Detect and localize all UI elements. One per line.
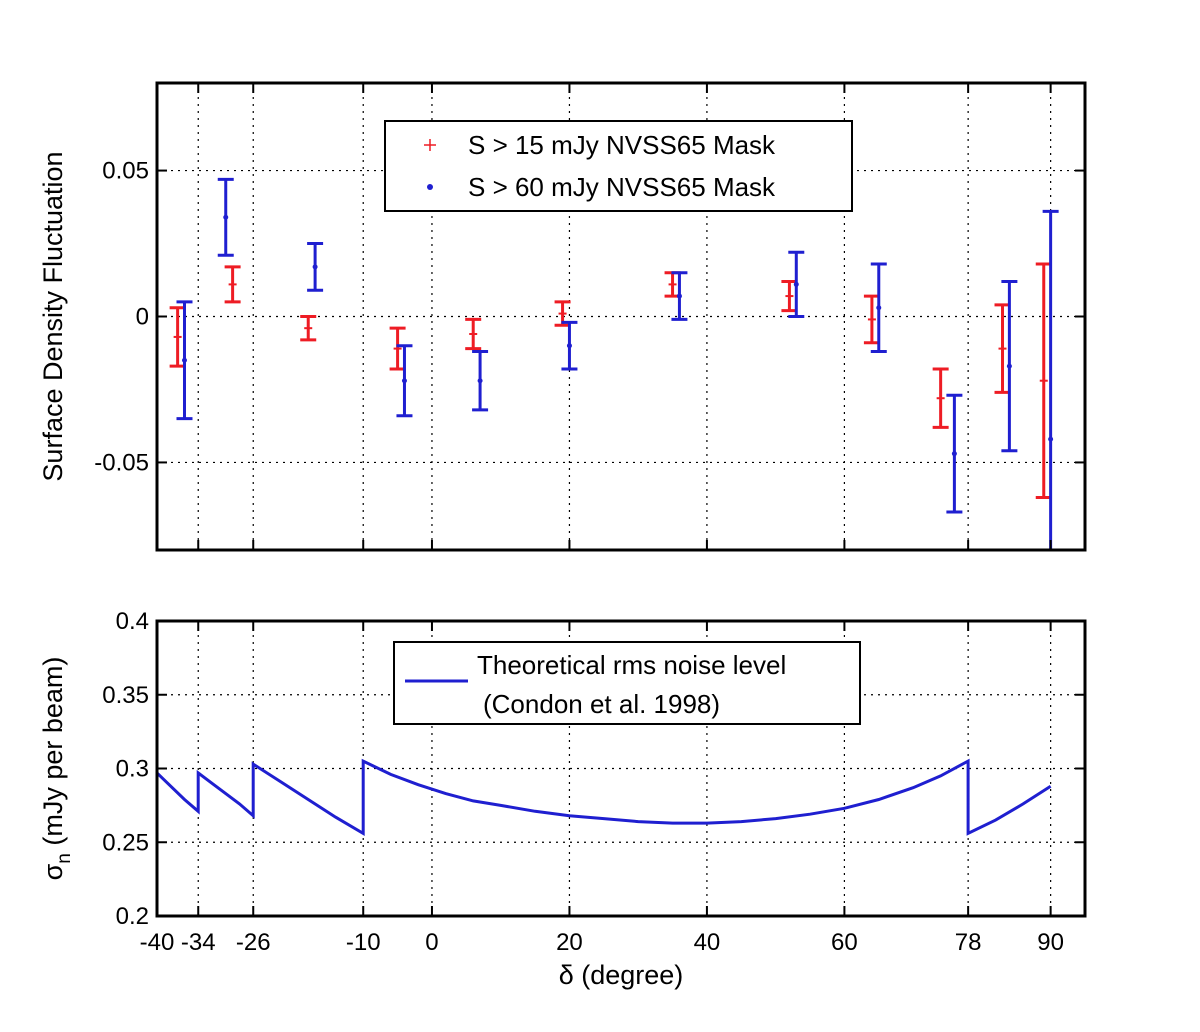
bottom-x-tick-label: 0 — [425, 929, 438, 956]
error-bar-point — [169, 306, 186, 368]
data-point — [401, 378, 407, 384]
error-bar-point — [300, 315, 317, 342]
top-panel: -0.05 0 0.05 Surface Density Fluctuation S… — [38, 81, 1087, 552]
error-bar-point — [472, 350, 489, 412]
error-bar-point — [671, 271, 688, 321]
bottom-x-tick-label: 60 — [831, 929, 858, 956]
error-bar-point — [217, 177, 234, 257]
legend-label: (Condon et al. 1998) — [483, 689, 720, 719]
error-bar-point — [307, 242, 324, 292]
legend-label: Theoretical rms noise level — [477, 650, 786, 680]
bottom-x-tick-label: 20 — [556, 929, 583, 956]
data-point — [181, 357, 187, 363]
top-y-tick-label: -0.05 — [94, 449, 149, 476]
bottom-y-tick-label: 0.4 — [116, 608, 149, 635]
series-blue — [176, 177, 1059, 550]
error-bar-point — [396, 344, 413, 418]
bottom-y-tick-label: 0.35 — [102, 682, 149, 709]
legend-label: S > 60 mJy NVSS65 Mask — [468, 172, 776, 202]
error-bar-point — [389, 326, 406, 371]
data-point — [1048, 436, 1054, 442]
bottom-line — [155, 758, 1052, 837]
data-point — [793, 281, 799, 287]
rms-noise-line — [155, 758, 1052, 837]
data-point — [951, 451, 957, 457]
bottom-x-tick-label: -10 — [346, 929, 381, 956]
data-point — [876, 305, 882, 311]
error-bar-point — [176, 300, 193, 421]
data-point — [1006, 363, 1012, 369]
error-bar-point — [561, 320, 578, 371]
bottom-x-tick-label: 78 — [955, 929, 982, 956]
error-bar-point — [863, 294, 880, 345]
error-bar-point — [994, 303, 1011, 394]
top-errorbars — [169, 177, 1059, 550]
bottom-y-tick-label: 0.3 — [116, 756, 149, 783]
bottom-panel: -40 -34 -26 -10 0 20 40 60 78 90 0.2 0.25 0.3 0.35 0.4… — [38, 608, 1087, 990]
bottom-legend-box — [393, 641, 861, 725]
bottom-ticks: -40 -34 -26 -10 0 20 40 60 78 90 0.2 0.25 0.3 0.35 0.4 — [102, 608, 1085, 956]
error-bar-point — [1042, 209, 1059, 550]
error-bar-point — [224, 265, 241, 304]
error-bar-point — [1001, 279, 1018, 453]
bottom-x-axis-label: δ (degree) — [559, 960, 684, 990]
error-bar-point — [932, 367, 949, 429]
error-bar-point — [781, 279, 798, 313]
legend-entry: S > 15 mJy NVSS65 Mask — [424, 130, 776, 160]
bottom-legend: Theoretical rms noise level (Condon et al… — [393, 641, 861, 725]
data-point — [477, 378, 483, 384]
top-y-tick-label: 0.05 — [102, 158, 149, 185]
top-legend-box — [384, 120, 853, 212]
error-bar-point — [1035, 262, 1052, 499]
data-point — [566, 343, 572, 349]
bottom-x-tick-label: -26 — [236, 929, 271, 956]
error-bar-point — [788, 250, 805, 318]
top-legend: S > 15 mJy NVSS65 Mask S > 60 mJy NVSS65 … — [384, 120, 853, 212]
data-point — [223, 214, 229, 220]
data-point — [676, 293, 682, 299]
series-red — [169, 262, 1052, 499]
bottom-y-axis-label: σn (mJy per beam) — [38, 657, 75, 881]
error-bar-point — [465, 317, 482, 351]
top-ticks: -0.05 0 0.05 — [94, 83, 1085, 550]
bottom-x-tick-label: 40 — [694, 929, 721, 956]
legend-label: S > 15 mJy NVSS65 Mask — [468, 130, 776, 160]
top-y-tick-label: 0 — [136, 304, 149, 331]
data-point — [312, 264, 318, 270]
top-y-axis-label: Surface Density Fluctuation — [38, 151, 68, 481]
error-bar-point — [870, 262, 887, 354]
bottom-x-tick-label: 90 — [1037, 929, 1064, 956]
legend-entry: S > 60 mJy NVSS65 Mask — [427, 172, 776, 202]
bottom-x-tick-label: -40 — [140, 929, 175, 956]
bottom-y-tick-label: 0.2 — [116, 903, 149, 930]
bottom-x-tick-label: -34 — [181, 929, 216, 956]
bottom-y-tick-label: 0.25 — [102, 829, 149, 856]
legend-marker — [427, 184, 433, 190]
error-bar-point — [946, 393, 963, 514]
